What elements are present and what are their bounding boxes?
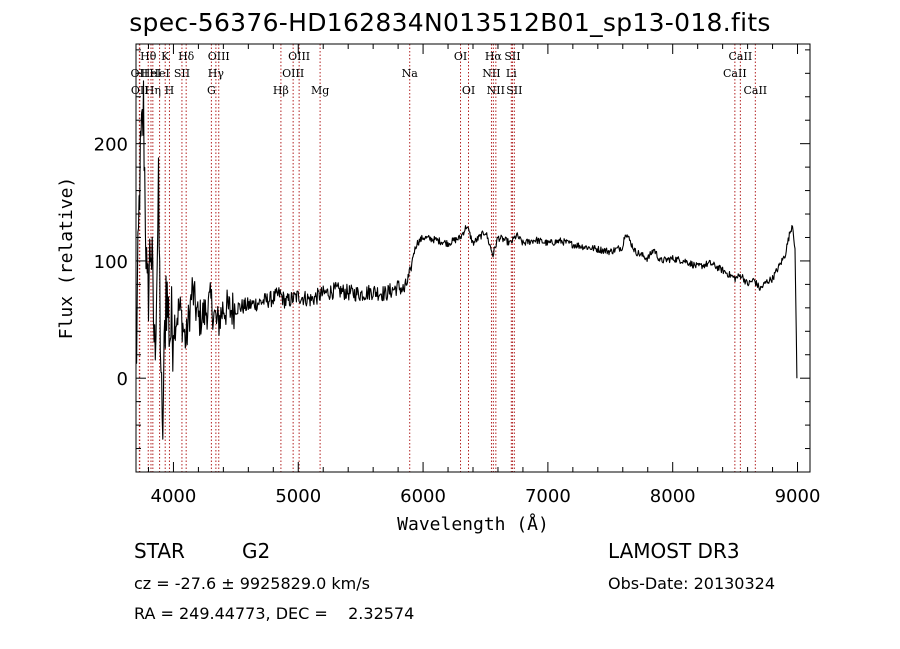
y-axis-label: Flux (relative): [56, 177, 77, 340]
spectral-line-label: OIII: [288, 50, 310, 63]
ra-dec: RA = 249.44773, DEC = 2.32574: [134, 604, 415, 623]
x-tick-label: 4000: [151, 486, 197, 507]
spectral-line-label: HeI: [149, 67, 169, 80]
spectral-line-label: CaII: [729, 50, 753, 63]
y-tick-label: 100: [94, 252, 128, 273]
series-layer: [135, 80, 798, 440]
object-class: STAR: [134, 539, 185, 563]
spectral-line-label: Hη: [145, 84, 161, 97]
chart-title: spec-56376-HD162834N013512B01_sp13-018.f…: [129, 8, 771, 37]
spectral-line-label: NII: [487, 84, 505, 97]
spectral-line-label: Hγ: [208, 67, 225, 80]
spectral-line-label: H: [165, 84, 175, 97]
spectral-line-label: G: [207, 84, 216, 97]
spectral-line-label: OIII: [282, 67, 304, 80]
spectral-line-label: NII: [482, 67, 500, 80]
object-subclass: G2: [242, 539, 271, 563]
plot-frame: [135, 43, 811, 473]
spectral-line-label: CaII: [743, 84, 767, 97]
spectral-line-label: HeI: [141, 67, 161, 80]
spectral-line-label: Hθ: [140, 50, 157, 63]
spectral-lines-layer: [138, 44, 756, 472]
spectral-line-label: OII: [131, 67, 149, 80]
survey-name: LAMOST DR3: [608, 539, 740, 563]
spectral-line-label: SII: [174, 67, 190, 80]
spectral-line-label: Hβ: [273, 84, 289, 97]
spectral-line-label: SII: [506, 84, 522, 97]
redshift-cz: cz = -27.6 ± 9925829.0 km/s: [134, 574, 370, 593]
spectral-line-label: OIII: [208, 50, 230, 63]
x-tick-label: 6000: [400, 486, 446, 507]
x-axis-label: Wavelength (Å): [397, 513, 549, 535]
spectral-line-label: SII: [504, 50, 520, 63]
spectral-line-label: Na: [402, 67, 419, 80]
spectral-line-label: Hδ: [178, 50, 195, 63]
y-tick-label: 0: [117, 369, 128, 390]
x-tick-label: 9000: [775, 486, 821, 507]
series-line-flux: [135, 80, 798, 440]
spectral-line-label: OI: [462, 84, 475, 97]
spectral-line-label: Li: [506, 67, 517, 80]
spectral-line-label: Hα: [485, 50, 503, 63]
observation-date: Obs-Date: 20130324: [608, 574, 776, 593]
axes-layer: 4000 5000 6000 7000 8000 9000 0 100 200 Wavelengt…: [56, 43, 821, 535]
spectral-line-label: OII: [131, 84, 149, 97]
spectral-line-label: K: [161, 50, 170, 63]
spectral-line-label: Mg: [311, 84, 329, 97]
x-tick-label: 5000: [275, 486, 321, 507]
x-tick-label: 8000: [650, 486, 696, 507]
x-tick-label: 7000: [525, 486, 571, 507]
y-tick-label: 200: [94, 135, 128, 156]
spectral-line-label: CaII: [723, 67, 747, 80]
labels-layer: OIIOIIHθHeIHηHeIKHSIIHδGHγOIIIHβOIIIOIII…: [131, 50, 768, 97]
spectral-line-label: OI: [454, 50, 467, 63]
